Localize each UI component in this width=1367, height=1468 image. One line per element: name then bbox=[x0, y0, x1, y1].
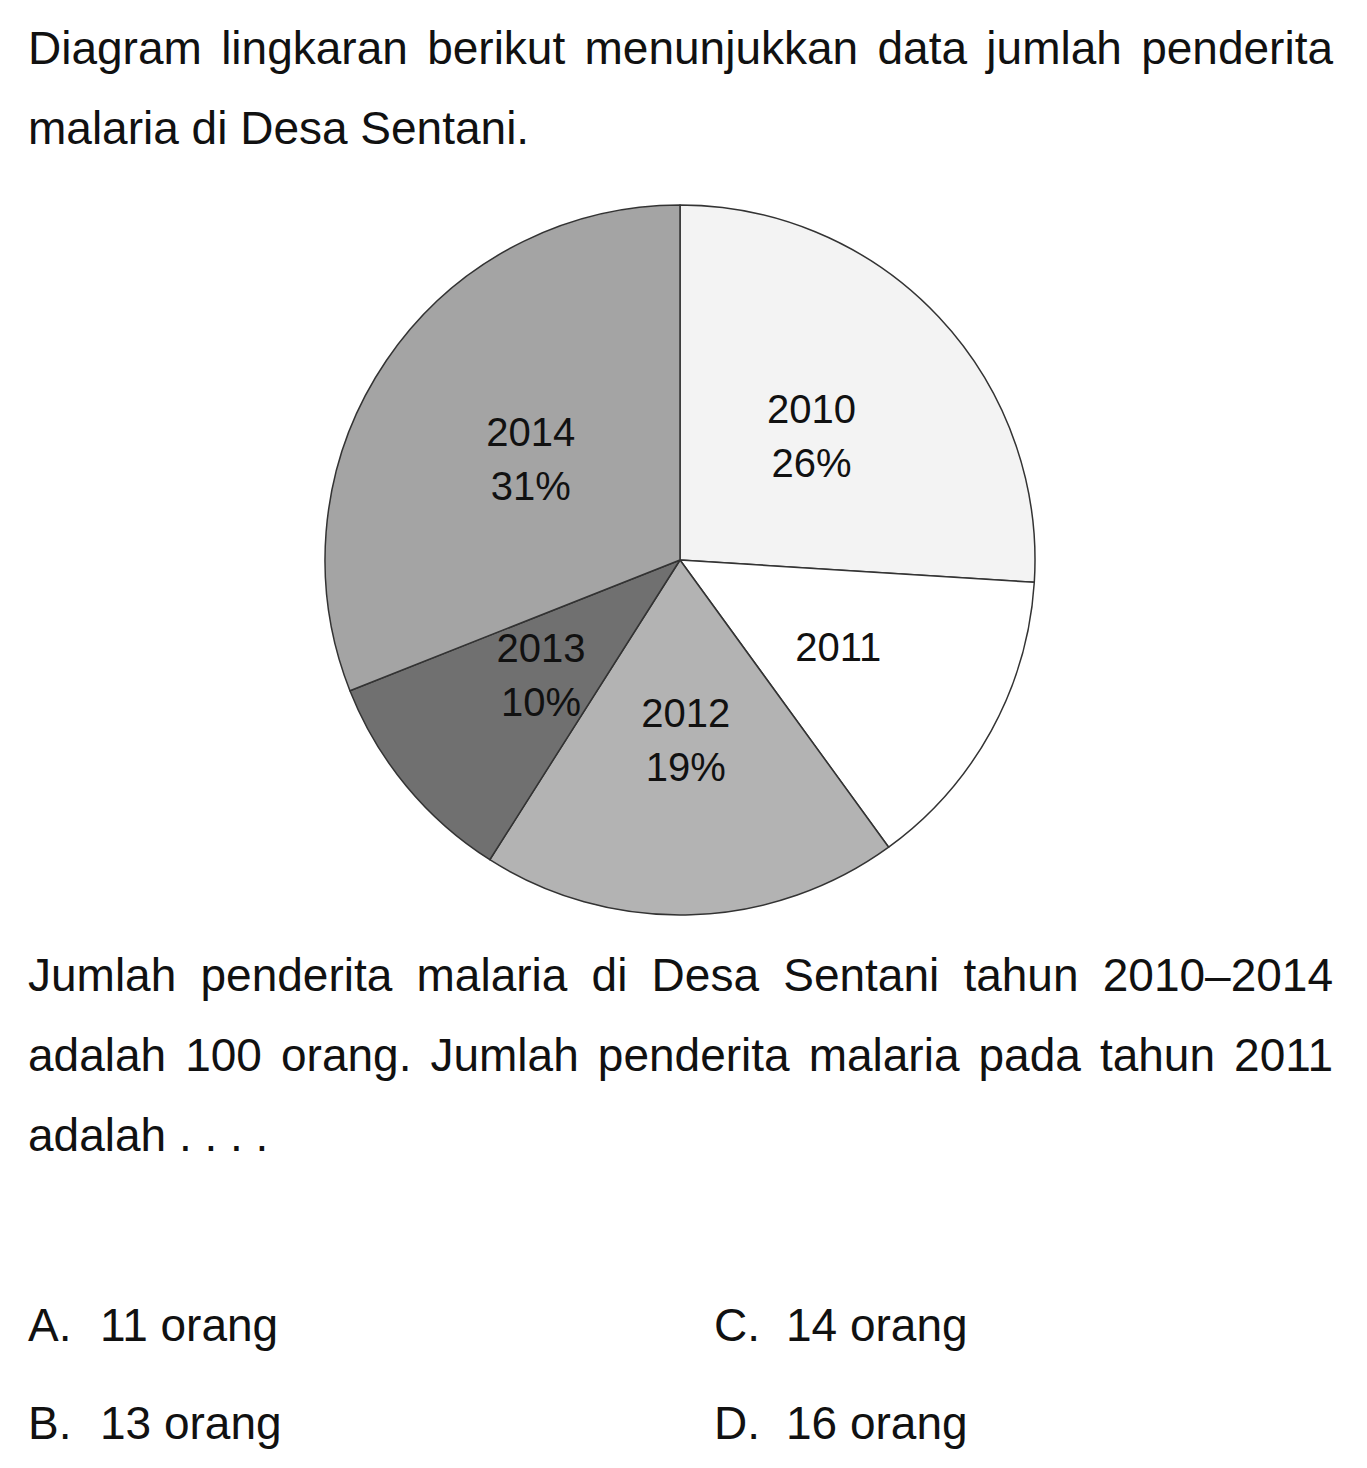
html-text:C.: C. bbox=[714, 1299, 760, 1351]
svg-text:26%: 26% bbox=[772, 441, 852, 485]
html-text:D.: D. bbox=[714, 1397, 760, 1449]
svg-text:2012: 2012 bbox=[641, 691, 730, 735]
svg-text:2010: 2010 bbox=[767, 387, 856, 431]
svg-text:19%: 19% bbox=[646, 745, 726, 789]
svg-text:2011: 2011 bbox=[795, 625, 881, 669]
html-text:B.: B. bbox=[28, 1397, 72, 1449]
svg-text:31%: 31% bbox=[491, 464, 571, 508]
html-text:14 orang: 14 orang bbox=[786, 1299, 968, 1351]
html-text:A.: A. bbox=[28, 1299, 72, 1351]
html-text:Diagram lingkaran berikut menu: Diagram lingkaran berikut menunjukkan da… bbox=[28, 22, 1333, 154]
html-text:11 orang: 11 orang bbox=[100, 1299, 279, 1351]
svg-text:10%: 10% bbox=[501, 680, 581, 724]
html-text:16 orang: 16 orang bbox=[786, 1397, 968, 1449]
svg-text:2013: 2013 bbox=[496, 626, 585, 670]
html-text:Jumlah penderita malaria di De: Jumlah penderita malaria di Desa Sentani… bbox=[28, 949, 1333, 1161]
svg-text:2014: 2014 bbox=[486, 410, 575, 454]
html-text:13 orang: 13 orang bbox=[100, 1397, 282, 1449]
